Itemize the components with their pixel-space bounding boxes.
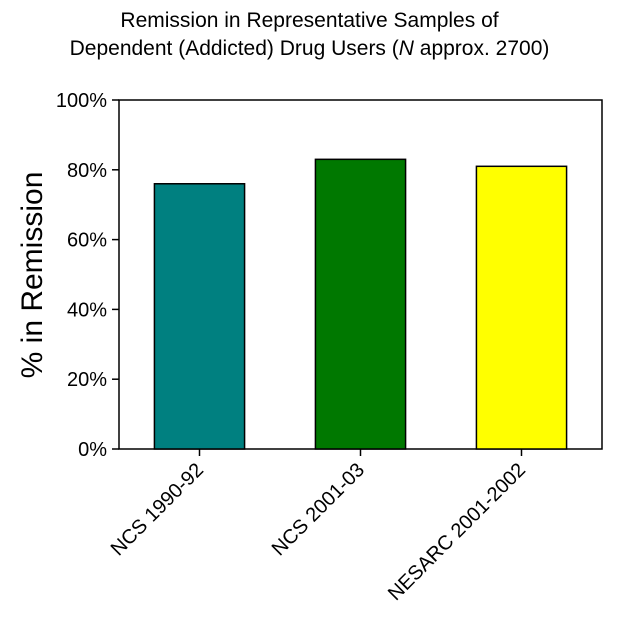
y-tick-label: 60% [67, 230, 107, 252]
y-tick-label: 100% [56, 90, 107, 112]
x-tick-label: NCS 2001-03 [268, 459, 369, 560]
chart-title-line-2: Dependent (Addicted) Drug Users (N appro… [0, 36, 619, 62]
chart-title-prefix: Dependent (Addicted) Drug Users ( [69, 37, 399, 60]
chart-title-italic-n: N [398, 37, 414, 60]
chart-title-suffix: approx. 2700) [413, 37, 550, 60]
x-tick-label: NCS 1990-92 [107, 459, 208, 560]
bar [314, 158, 407, 450]
y-axis-label: % in Remission [16, 172, 49, 379]
bar [475, 165, 568, 450]
chart-title-line-1: Remission in Representative Samples of [120, 9, 499, 32]
y-tick-label: 20% [67, 369, 107, 391]
y-tick-label: 40% [67, 299, 107, 321]
y-tick-label: 80% [67, 160, 107, 182]
y-tick-label: 0% [78, 439, 107, 461]
bar [153, 183, 246, 450]
x-tick-label: NESARC 2001-2002 [384, 459, 530, 605]
